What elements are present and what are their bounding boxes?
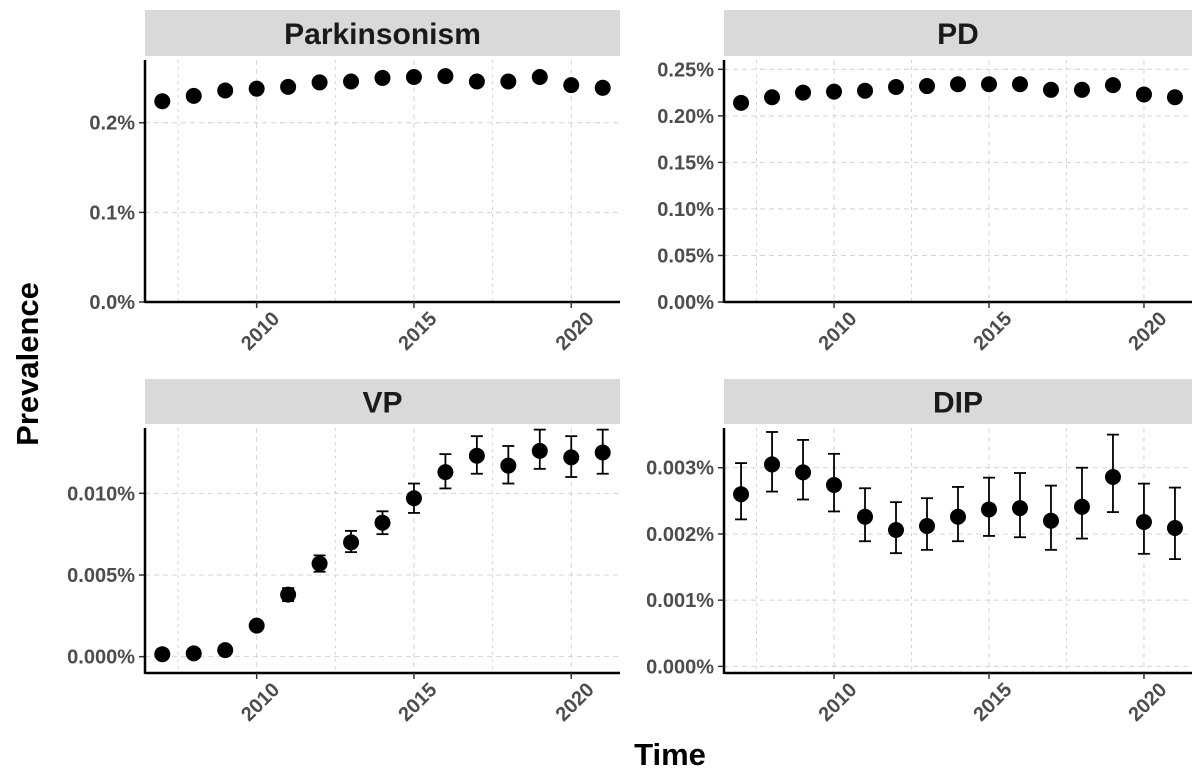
panel-2-y-tick-label: 0.05% bbox=[657, 245, 714, 267]
panel-2-data-point bbox=[795, 84, 812, 101]
panel-1-data-point bbox=[217, 82, 234, 99]
panel-1-data-point bbox=[343, 73, 360, 90]
panel-3-data-point bbox=[468, 447, 485, 464]
panel-4-data-point bbox=[1073, 498, 1090, 515]
panel-2-data-point bbox=[1011, 76, 1028, 93]
panel-3-x-tick-label: 2020 bbox=[552, 679, 599, 726]
panel-4-data-point bbox=[857, 508, 874, 525]
panel-2-data-point bbox=[1166, 89, 1183, 106]
panel-4-data-point bbox=[919, 518, 936, 534]
panel-4-strip bbox=[724, 379, 1192, 424]
panel-1-data-point bbox=[248, 80, 265, 97]
panel-1-data-point bbox=[311, 74, 328, 91]
panel-2-data-point bbox=[950, 76, 966, 93]
panel-1-data-point bbox=[563, 77, 580, 94]
panel-3-data-point bbox=[531, 442, 548, 459]
panel-2-y-tick-label: 0.20% bbox=[657, 106, 714, 128]
panel-3-x-tick-label: 2015 bbox=[394, 679, 441, 726]
panel-4-data-point bbox=[950, 508, 966, 525]
panel-3-y-tick-label: 0.010% bbox=[67, 483, 135, 505]
panel-4-data-point bbox=[1135, 514, 1152, 531]
panel-4-data-point bbox=[888, 521, 905, 538]
panel-3-data-point bbox=[248, 617, 265, 634]
panel-1-data-point bbox=[374, 69, 391, 86]
panel-3-data-point bbox=[185, 645, 202, 662]
panel-1-data-point bbox=[468, 73, 485, 90]
panel-4-y-tick-label: 0.002% bbox=[646, 524, 714, 546]
panel-1-data-point bbox=[154, 93, 171, 110]
panel-4-title: DIP bbox=[933, 387, 983, 420]
panel-2-y-tick-label: 0.00% bbox=[657, 292, 714, 314]
panel-3-data-point bbox=[437, 464, 454, 481]
panel-2-data-point bbox=[733, 94, 750, 111]
panel-4-data-point bbox=[795, 464, 812, 481]
panel-2-x-tick-label: 2020 bbox=[1124, 308, 1171, 355]
panel-4-data-point bbox=[1166, 519, 1183, 536]
panel-4-data-point bbox=[1104, 469, 1121, 485]
panel-4-data-point bbox=[1011, 500, 1028, 517]
panel-2-data-point bbox=[919, 78, 936, 95]
panel-3-data-point bbox=[154, 646, 171, 663]
panel-1-data-point bbox=[437, 68, 454, 85]
panel-1-x-tick-label: 2020 bbox=[552, 308, 599, 355]
panel-2-data-point bbox=[764, 89, 781, 106]
x-axis-title: Time bbox=[634, 737, 706, 769]
panel-1-data-point bbox=[531, 69, 548, 86]
panel-1-y-tick-label: 0.0% bbox=[89, 292, 135, 314]
panel-3-data-point bbox=[563, 449, 580, 466]
panel-1-data-point bbox=[280, 78, 297, 95]
panel-4-y-tick-label: 0.003% bbox=[646, 458, 714, 480]
panel-4-data-point bbox=[826, 476, 843, 493]
panel-1-data-point bbox=[594, 79, 611, 96]
panel-2-data-point bbox=[980, 76, 997, 93]
panel-4-data-point bbox=[1042, 512, 1059, 529]
panel-3-data-point bbox=[280, 586, 297, 603]
panel-2-y-tick-label: 0.10% bbox=[657, 199, 714, 221]
panel-1-x-tick-label: 2010 bbox=[237, 308, 284, 355]
panel-3-data-point bbox=[374, 514, 391, 531]
panel-3-data-point bbox=[594, 444, 611, 461]
panel-4-y-tick-label: 0.000% bbox=[646, 656, 714, 678]
panel-2-x-tick-label: 2010 bbox=[814, 308, 861, 355]
panel-2-data-point bbox=[1135, 86, 1152, 103]
panel-4-data-point bbox=[980, 501, 997, 518]
panel-4-x-tick-label: 2015 bbox=[969, 679, 1016, 726]
panel-3-y-tick-label: 0.000% bbox=[67, 647, 135, 669]
panel-3-data-point bbox=[343, 534, 360, 551]
y-axis-title: Prevalence bbox=[10, 282, 45, 446]
panel-2-data-point bbox=[826, 83, 843, 100]
panel-3-x-tick-label: 2010 bbox=[237, 679, 284, 726]
panel-1-x-tick-label: 2015 bbox=[394, 308, 441, 355]
panel-4-y-tick-label: 0.001% bbox=[646, 590, 714, 612]
panel-3-data-point bbox=[405, 490, 422, 507]
panel-3-data-point bbox=[217, 642, 234, 659]
panel-1-strip bbox=[145, 10, 620, 56]
panel-2-title: PD bbox=[937, 18, 979, 51]
panel-2-x-tick-label: 2015 bbox=[969, 308, 1016, 355]
panel-2-data-point bbox=[888, 78, 905, 95]
panel-2-data-point bbox=[1073, 81, 1090, 98]
panel-4-data-point bbox=[733, 486, 750, 503]
panel-3-data-point bbox=[311, 555, 328, 572]
panel-2-data-point bbox=[857, 82, 874, 99]
panel-3-y-tick-label: 0.005% bbox=[67, 565, 135, 587]
panel-1-y-tick-label: 0.2% bbox=[89, 113, 135, 135]
panel-4-x-tick-label: 2010 bbox=[814, 679, 861, 726]
panel-1-title: Parkinsonism bbox=[284, 18, 481, 51]
panel-2-data-point bbox=[1104, 77, 1121, 94]
panel-1-data-point bbox=[500, 73, 517, 90]
panel-1-data-point bbox=[185, 87, 202, 104]
panel-4-x-tick-label: 2020 bbox=[1124, 679, 1171, 726]
panel-3-strip bbox=[145, 379, 620, 424]
panel-3-data-point bbox=[500, 457, 517, 474]
panel-2-y-tick-label: 0.25% bbox=[657, 59, 714, 81]
panel-1-data-point bbox=[405, 69, 422, 86]
panel-4-data-point bbox=[764, 456, 781, 473]
panel-1-y-tick-label: 0.1% bbox=[89, 202, 135, 224]
panel-3-title: VP bbox=[362, 387, 402, 420]
panel-2-strip bbox=[724, 10, 1192, 56]
panel-2-y-tick-label: 0.15% bbox=[657, 152, 714, 174]
panel-2-data-point bbox=[1042, 81, 1059, 98]
